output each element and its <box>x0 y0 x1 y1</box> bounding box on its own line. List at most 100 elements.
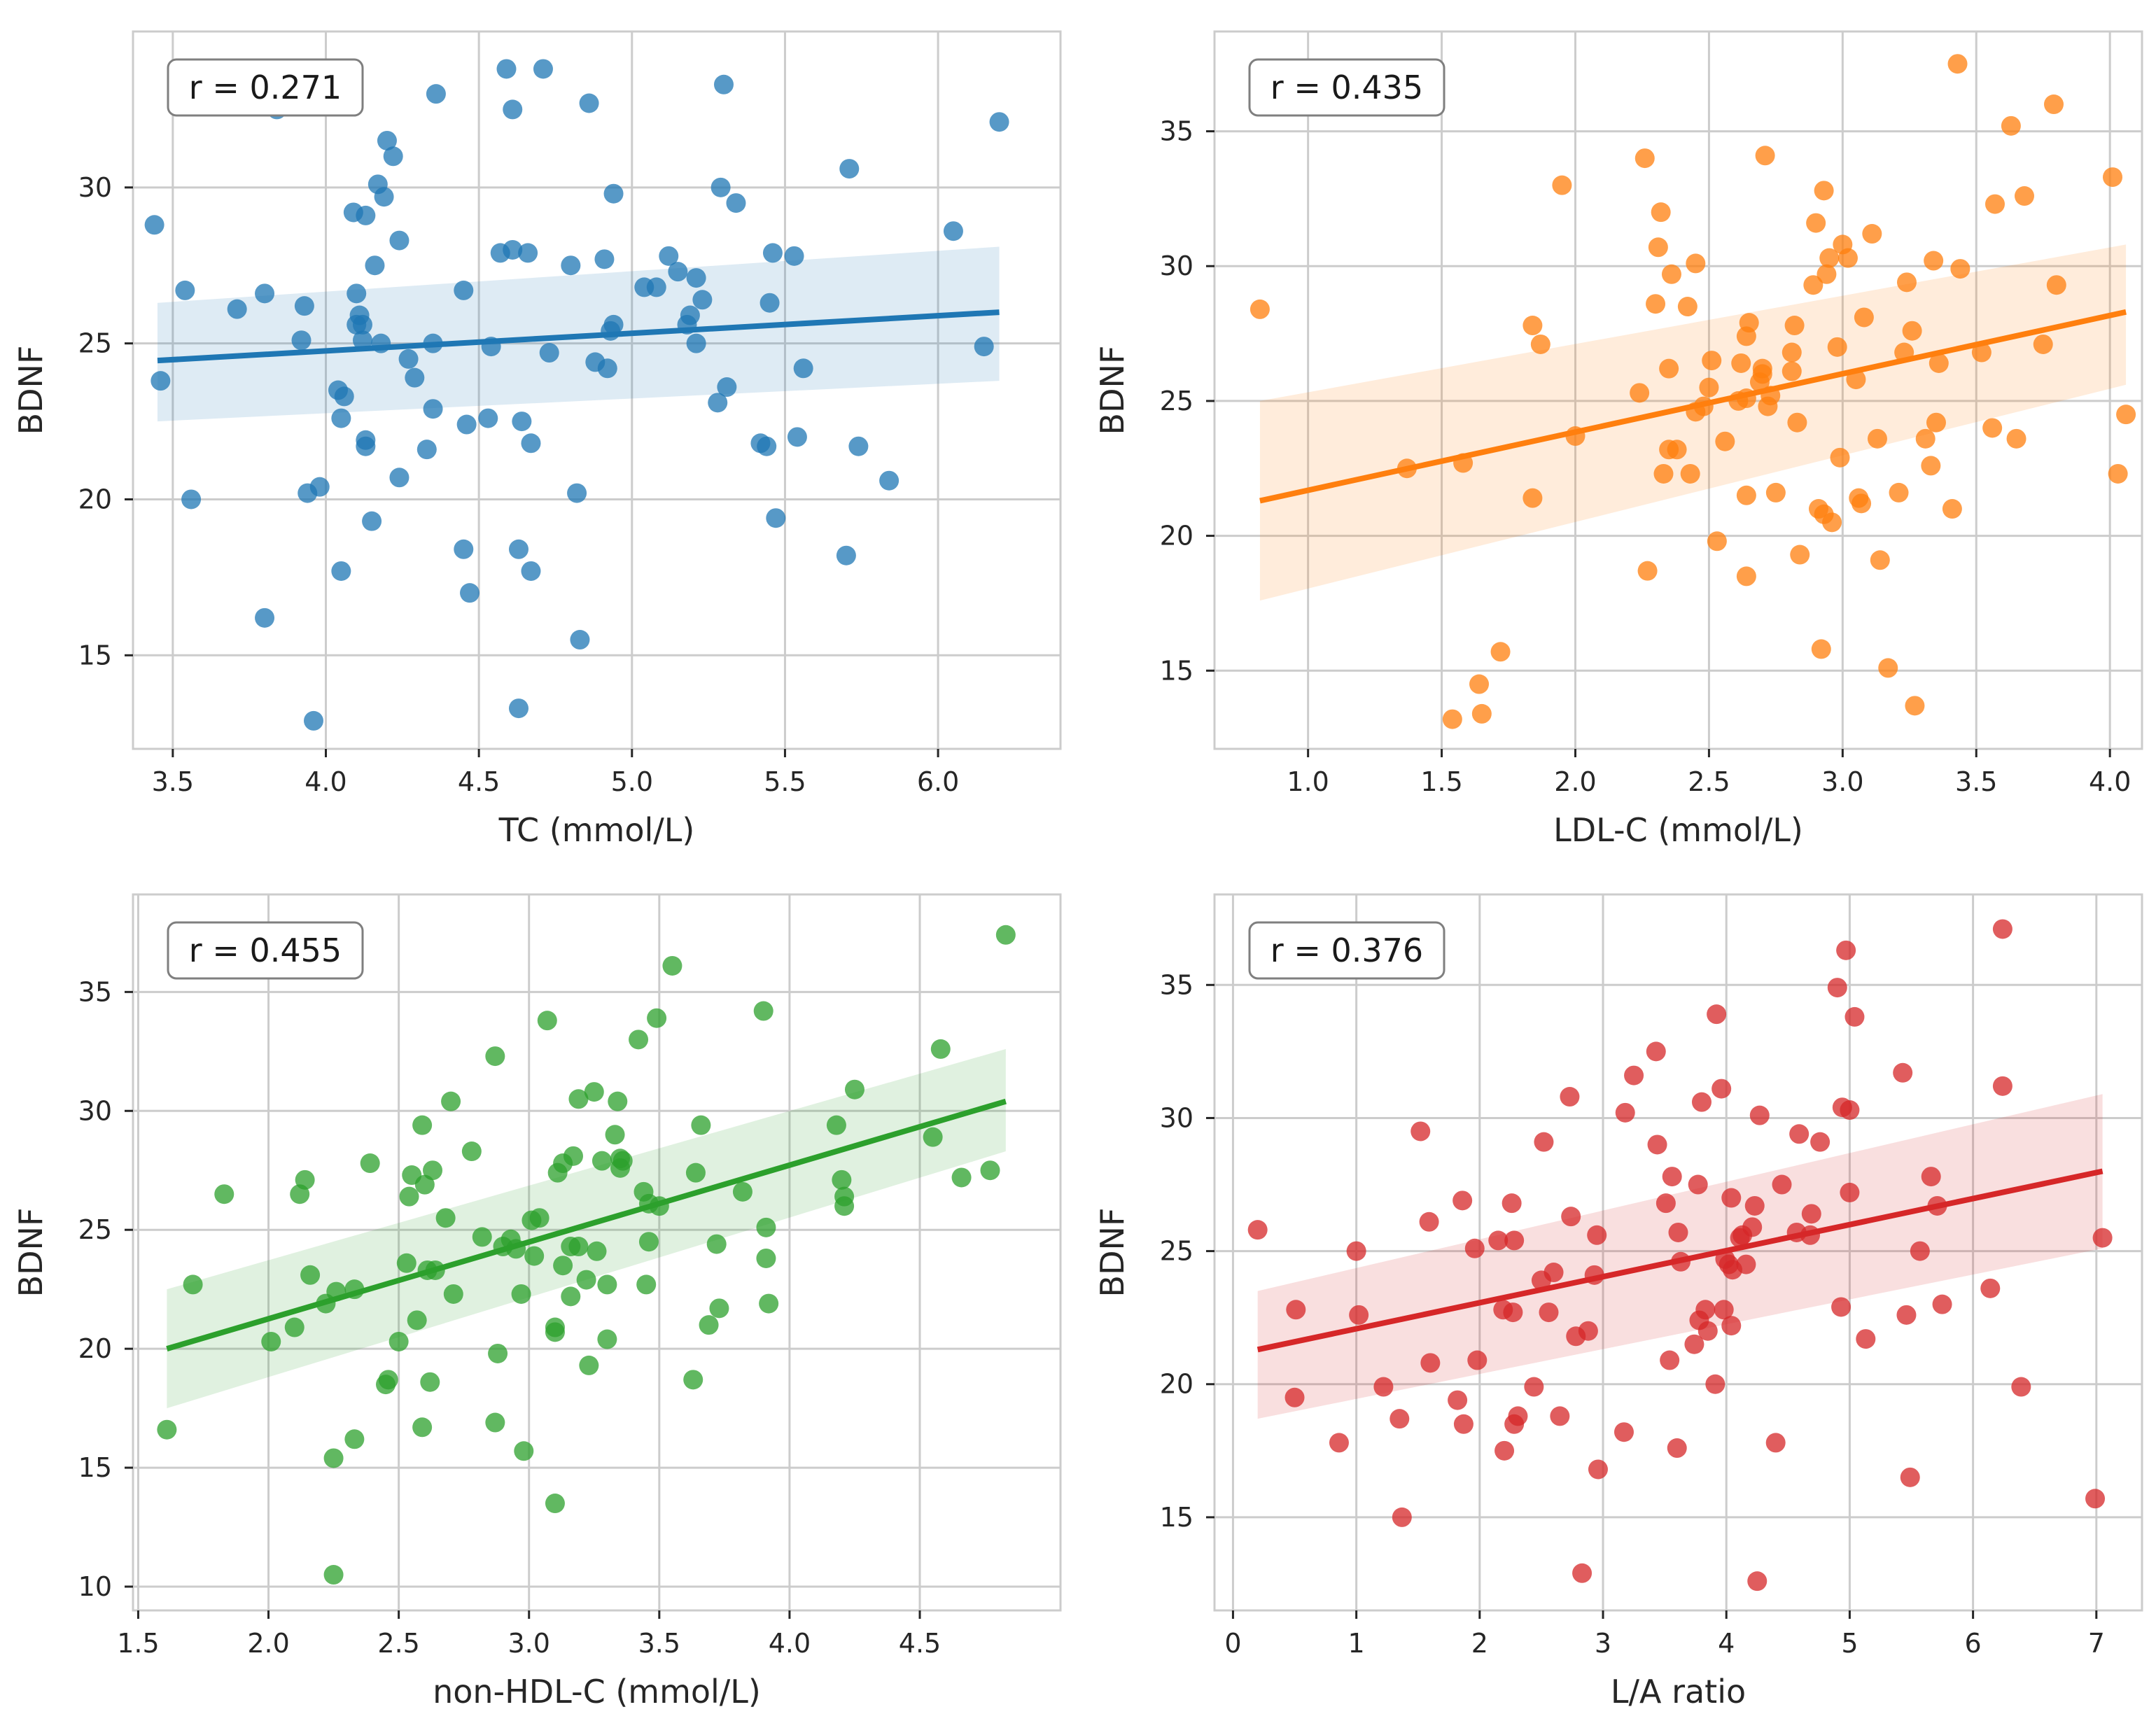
data-point <box>456 414 477 435</box>
data-point <box>1624 1065 1644 1086</box>
data-point <box>826 1115 846 1135</box>
data-point <box>1830 447 1850 468</box>
data-point <box>1578 1321 1598 1341</box>
data-point <box>1346 1241 1366 1261</box>
data-point <box>295 1169 315 1190</box>
x-tick-label: 3.5 <box>152 766 194 797</box>
data-point <box>553 1256 573 1276</box>
data-point <box>1691 1092 1712 1112</box>
data-point <box>503 99 523 120</box>
data-point <box>1712 1079 1732 1099</box>
data-point <box>356 205 376 225</box>
data-point <box>1721 1316 1742 1336</box>
data-point <box>584 1082 604 1102</box>
data-point <box>1550 1406 1570 1426</box>
data-point <box>1851 493 1872 514</box>
data-point <box>608 1091 628 1111</box>
data-point <box>1806 213 1826 233</box>
regression-line <box>1256 1168 2104 1353</box>
data-point <box>1862 224 1882 244</box>
data-point <box>1827 337 1847 357</box>
data-point <box>1522 488 1543 508</box>
data-point <box>1494 1440 1515 1461</box>
data-point <box>1464 1238 1485 1258</box>
y-tick-label: 25 <box>1160 386 1194 416</box>
regression-line <box>166 1098 1007 1351</box>
data-point <box>1910 1241 1930 1261</box>
x-tick-label: 5.0 <box>611 766 653 797</box>
data-point <box>389 468 410 488</box>
data-point <box>346 283 367 304</box>
data-point <box>356 436 376 456</box>
data-point <box>839 159 860 179</box>
data-point <box>680 305 700 325</box>
data-point <box>398 349 419 369</box>
data-point <box>261 1331 281 1351</box>
data-point <box>388 1331 409 1351</box>
data-point <box>564 1146 584 1166</box>
x-axis-label: LDL-C (mmol/L) <box>1553 811 1803 849</box>
data-point <box>708 393 728 413</box>
data-point <box>1765 1433 1786 1453</box>
x-tick-label: 4.5 <box>458 766 500 797</box>
data-point <box>1831 1297 1851 1317</box>
data-point <box>365 255 385 276</box>
data-point <box>2092 1228 2113 1248</box>
data-point <box>1651 202 1671 223</box>
data-point <box>1984 194 2005 214</box>
data-point <box>1992 919 2012 939</box>
data-point <box>1878 658 1898 678</box>
correlation-box <box>1248 921 1446 980</box>
x-tick-label: 4.0 <box>2089 766 2131 797</box>
data-point <box>784 246 804 266</box>
data-point <box>1508 1406 1528 1426</box>
data-point <box>1410 1121 1431 1142</box>
panel-4: 0 1 2 3 4 5 6 7 15 20 25 30 35 L/A ratio BDNF r = 0.376 <box>1093 893 2143 1711</box>
data-point <box>1247 1220 1268 1240</box>
data-point <box>1870 550 1890 570</box>
y-axis-label: BDNF <box>12 1208 50 1298</box>
x-tick-label: 4.0 <box>769 1628 811 1659</box>
data-point <box>1688 1174 1708 1195</box>
data-point <box>1896 1305 1917 1325</box>
y-axis-label: BDNF <box>1093 346 1131 435</box>
data-point <box>1803 275 1823 295</box>
data-point <box>323 1565 344 1585</box>
data-point <box>1530 334 1550 354</box>
data-point <box>568 1089 589 1109</box>
data-point <box>352 330 372 351</box>
data-point <box>638 1232 659 1252</box>
data-point <box>2006 428 2026 449</box>
data-point <box>362 511 382 531</box>
x-tick-label: 5 <box>1841 1628 1858 1659</box>
data-point <box>478 408 498 428</box>
data-point <box>974 337 994 357</box>
data-point <box>1715 431 1735 451</box>
data-point <box>1561 1207 1581 1227</box>
data-point <box>377 130 397 150</box>
data-point <box>255 607 275 628</box>
data-point <box>1329 1433 1349 1453</box>
data-point <box>378 1370 398 1390</box>
data-point <box>692 290 713 310</box>
data-point <box>2011 1377 2031 1397</box>
data-point <box>426 84 446 104</box>
data-point <box>762 243 783 263</box>
data-point <box>1662 1167 1682 1187</box>
data-point <box>760 293 780 313</box>
data-point <box>420 1372 440 1392</box>
data-point <box>1660 1350 1680 1370</box>
data-point <box>1856 1329 1876 1349</box>
data-point <box>175 280 195 300</box>
x-tick-label: 7 <box>2088 1628 2105 1659</box>
data-point <box>533 59 553 79</box>
data-point <box>1637 561 1658 581</box>
x-tick-label: 1.5 <box>117 1628 159 1659</box>
data-point <box>300 1265 321 1285</box>
data-point <box>2108 463 2128 484</box>
data-point <box>1982 418 2003 438</box>
y-tick-label: 20 <box>78 1333 112 1364</box>
data-point <box>1772 1174 1792 1195</box>
data-point <box>2014 186 2034 206</box>
data-point <box>183 1274 203 1295</box>
